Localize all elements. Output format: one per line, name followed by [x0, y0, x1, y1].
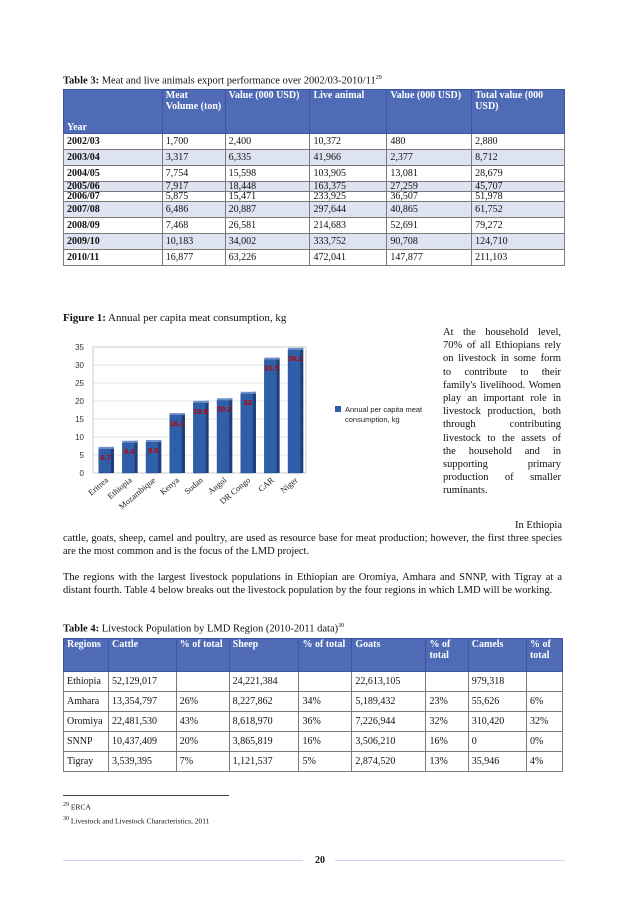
per-capita-meat-chart: 051015202530356.7Eritrea8.4Ethiopia8.6Mo… [75, 343, 423, 511]
table3-header-year: Year [63, 89, 163, 134]
table-row: Ethiopia 52,129,017 24,221,384 22,613,105 97… [62, 671, 564, 692]
bar-side [252, 391, 256, 473]
footnote: 29 ERCA [63, 802, 91, 812]
table4-caption: Table 4: Livestock Population by LMD Reg… [63, 623, 345, 635]
table3-header-live-animal: Live animal [309, 89, 388, 134]
bar-top [98, 446, 114, 449]
bar-top [169, 413, 185, 416]
bar-side [300, 347, 304, 473]
table4-header-row: Regions Cattle % of total Sheep % of tot… [62, 638, 564, 672]
bar-side [110, 446, 114, 473]
footnote-separator [63, 795, 229, 796]
table4: Regions Cattle % of total Sheep % of tot… [62, 638, 564, 772]
table-row: Oromiya 22,481,530 43% 8,618,970 36% 7,226,94… [62, 711, 564, 732]
bar-value-label: 6.7 [101, 453, 111, 462]
table4-header-goats: Goats [351, 638, 427, 672]
y-tick-label: 25 [75, 379, 84, 388]
x-tick-label: CAR [256, 475, 276, 494]
table-row: Amhara 13,354,797 26% 8,227,862 34% 5,189,432… [62, 691, 564, 712]
bar [264, 359, 277, 474]
bar-top [217, 398, 233, 401]
table3-header-value: Value (000 USD) [224, 89, 311, 134]
legend-label: Annual per capita meat consumption, kg [345, 405, 423, 424]
footnote: 30 Livestock and Livestock Characteristi… [63, 816, 210, 826]
table4-header-pct: % of total [175, 638, 230, 672]
bar-side [229, 398, 233, 473]
bar-side [158, 440, 162, 473]
bar [98, 448, 112, 474]
figure1-caption: Figure 1: Annual per capita meat consump… [63, 312, 287, 324]
table-row: 2005/06 7,917 18,448 163,375 27,259 45,707 [63, 181, 565, 192]
table4-header-pct: % of total [525, 638, 564, 672]
bar-value-label: 34.2 [288, 354, 303, 363]
bar-value-label: 31.5 [264, 364, 279, 373]
bar-side [205, 400, 209, 473]
footer-rule-right [335, 860, 565, 861]
bar-top [146, 440, 162, 443]
bar-side [134, 440, 138, 473]
table-row: 2007/08 6,486 20,887 297,644 40,865 61,752 [63, 201, 565, 218]
table-row: 2002/03 1,700 2,400 10,372 480 2,880 [63, 133, 565, 150]
y-tick-label: 35 [75, 343, 84, 352]
table4-header-pct: % of total [425, 638, 469, 672]
paragraph-continued: cattle, goats, sheep, camel and poultry,… [63, 533, 562, 558]
table-row: 2003/04 3,317 6,335 41,966 2,377 8,712 [63, 149, 565, 166]
bar-side [181, 413, 185, 473]
bar [287, 349, 301, 474]
bar-value-label: 8.6 [148, 446, 158, 455]
x-tick-label: Niger [278, 475, 299, 495]
y-tick-label: 30 [75, 361, 84, 370]
table4-header-cattle: Cattle [108, 638, 177, 672]
bar-top [240, 391, 256, 394]
bar-top [193, 400, 209, 403]
y-tick-label: 0 [80, 469, 85, 478]
table4-header-pct: % of total [298, 638, 353, 672]
table-row: SNNP 10,437,409 20% 3,865,819 16% 3,506,210 16… [62, 731, 564, 752]
bar-value-label: 19.5 [193, 407, 208, 416]
bar-side [276, 357, 280, 473]
table3-header-meat-volume: Meat Volume (ton) [161, 89, 226, 134]
y-tick-label: 10 [75, 433, 84, 442]
table-row: 2004/05 7,754 15,598 103,905 13,081 28,679 [63, 165, 565, 182]
table-row: 2009/10 10,183 34,002 333,752 90,708 124,710 [63, 233, 565, 250]
table4-header-camels: Camels [467, 638, 527, 672]
paragraph-regions: The regions with the largest livestock p… [63, 572, 562, 597]
y-tick-label: 5 [80, 451, 85, 460]
table3-header-value: Value (000 USD) [386, 89, 473, 134]
table-row: 2010/11 16,877 63,226 472,041 147,877 211,103 [63, 249, 565, 266]
table3-caption: Table 3: Meat and live animals export pe… [63, 75, 382, 87]
bar-value-label: 22 [244, 398, 252, 407]
table-row: 2006/07 5,875 15,471 233,925 36,507 51,978 [63, 191, 565, 202]
bar-top [288, 347, 304, 350]
bar-value-label: 16.1 [170, 419, 185, 428]
bar-top [122, 440, 138, 443]
table3-header-row: Year Meat Volume (ton) Value (000 USD) L… [63, 89, 565, 134]
table-row: Tigray 3,539,395 7% 1,121,537 5% 2,874,520 13%… [62, 751, 564, 772]
table4-header-sheep: Sheep [228, 638, 300, 672]
y-tick-label: 20 [75, 397, 84, 406]
table-row: 2008/09 7,468 26,581 214,683 52,691 79,272 [63, 217, 565, 234]
y-tick-label: 15 [75, 415, 84, 424]
footer-rule-left [63, 860, 303, 861]
table3: Year Meat Volume (ton) Value (000 USD) L… [63, 89, 565, 266]
table4-header-regions: Regions [62, 638, 110, 672]
side-paragraph: At the household level, 70% of all Ethio… [443, 327, 561, 497]
side-paragraph-tail: In Ethiopia [515, 520, 562, 531]
table3-header-total-value: Total value (000 USD) [471, 89, 565, 134]
bar-value-label: 20.2 [217, 404, 232, 413]
page-number: 20 [315, 855, 325, 866]
bar-value-label: 8.4 [124, 447, 135, 456]
x-tick-label: Sudan [182, 474, 205, 496]
x-tick-label: Kenya [158, 475, 182, 497]
legend-swatch [335, 406, 341, 412]
bar-top [264, 357, 280, 360]
